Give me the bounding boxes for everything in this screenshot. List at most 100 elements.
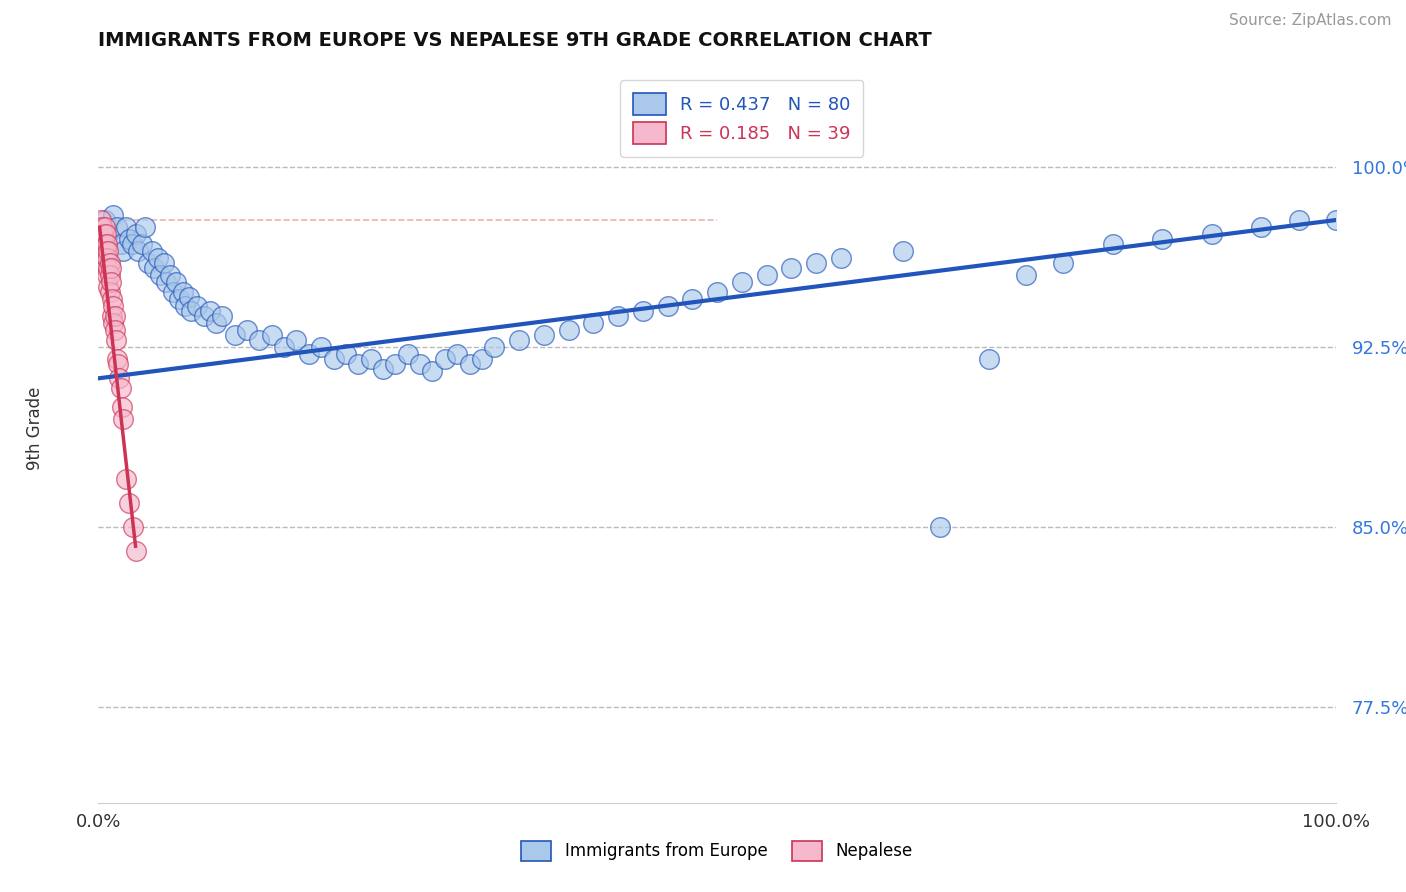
Point	[110, 381, 132, 395]
Point	[111, 400, 134, 414]
Point	[96, 252, 118, 266]
Point	[557, 323, 579, 337]
Point	[98, 256, 121, 270]
Point	[484, 340, 506, 354]
Point	[979, 352, 1001, 367]
Point	[167, 292, 190, 306]
Point	[1052, 256, 1074, 270]
Point	[93, 220, 115, 235]
Point	[657, 299, 679, 313]
Point	[298, 347, 321, 361]
Point	[103, 208, 125, 222]
Point	[131, 237, 153, 252]
Point	[755, 268, 778, 283]
Point	[1201, 227, 1223, 242]
Point	[93, 244, 115, 259]
Point	[446, 347, 468, 361]
Text: 9th Grade: 9th Grade	[27, 386, 44, 470]
Point	[134, 220, 156, 235]
Point	[533, 328, 555, 343]
Point	[471, 352, 494, 367]
Point	[174, 299, 197, 313]
Point	[1250, 220, 1272, 235]
Point	[780, 260, 803, 275]
Point	[285, 333, 308, 347]
Point	[508, 333, 530, 347]
Point	[172, 285, 194, 299]
Point	[371, 361, 394, 376]
Point	[198, 304, 221, 318]
Point	[114, 220, 136, 235]
Text: Source: ZipAtlas.com: Source: ZipAtlas.com	[1229, 13, 1392, 29]
Point	[180, 304, 202, 318]
Point	[186, 299, 208, 313]
Point	[105, 220, 128, 235]
Point	[1102, 237, 1125, 252]
Point	[236, 323, 259, 337]
Point	[273, 340, 295, 354]
Point	[347, 357, 370, 371]
Point	[103, 316, 125, 330]
Point	[100, 260, 122, 275]
Point	[105, 352, 128, 367]
Point	[335, 347, 357, 361]
Point	[104, 333, 127, 347]
Point	[322, 352, 344, 367]
Point	[177, 290, 200, 304]
Point	[260, 328, 283, 343]
Point	[433, 352, 456, 367]
Point	[224, 328, 246, 343]
Point	[121, 237, 143, 252]
Point	[1015, 268, 1038, 283]
Point	[804, 256, 827, 270]
Point	[97, 280, 120, 294]
Point	[93, 237, 115, 252]
Point	[136, 256, 159, 270]
Point	[93, 213, 115, 227]
Point	[122, 520, 145, 534]
Point	[155, 276, 177, 290]
Point	[118, 232, 141, 246]
Point	[127, 244, 149, 259]
Point	[101, 309, 124, 323]
Point	[94, 260, 117, 275]
Point	[97, 244, 120, 259]
Point	[143, 260, 166, 275]
Point	[101, 292, 124, 306]
Point	[124, 544, 146, 558]
Point	[211, 309, 233, 323]
Point	[94, 227, 117, 242]
Point	[103, 299, 125, 313]
Point	[103, 309, 125, 323]
Point	[110, 237, 132, 252]
Point	[146, 252, 169, 266]
Point	[458, 357, 481, 371]
Point	[607, 309, 630, 323]
Point	[384, 357, 406, 371]
Point	[193, 309, 215, 323]
Point	[107, 357, 129, 371]
Point	[118, 496, 141, 510]
Point	[928, 520, 950, 534]
Point	[1288, 213, 1310, 227]
Point	[90, 213, 112, 227]
Point	[141, 244, 163, 259]
Point	[247, 333, 270, 347]
Point	[93, 227, 115, 242]
Point	[396, 347, 419, 361]
Point	[162, 285, 184, 299]
Point	[409, 357, 432, 371]
Point	[309, 340, 332, 354]
Point	[205, 316, 228, 330]
Point	[96, 237, 118, 252]
Point	[97, 260, 120, 275]
Point	[149, 268, 172, 283]
Point	[97, 227, 120, 242]
Point	[94, 244, 117, 259]
Point	[706, 285, 728, 299]
Point	[830, 252, 852, 266]
Point	[159, 268, 181, 283]
Point	[98, 285, 121, 299]
Point	[103, 323, 125, 337]
Point	[582, 316, 605, 330]
